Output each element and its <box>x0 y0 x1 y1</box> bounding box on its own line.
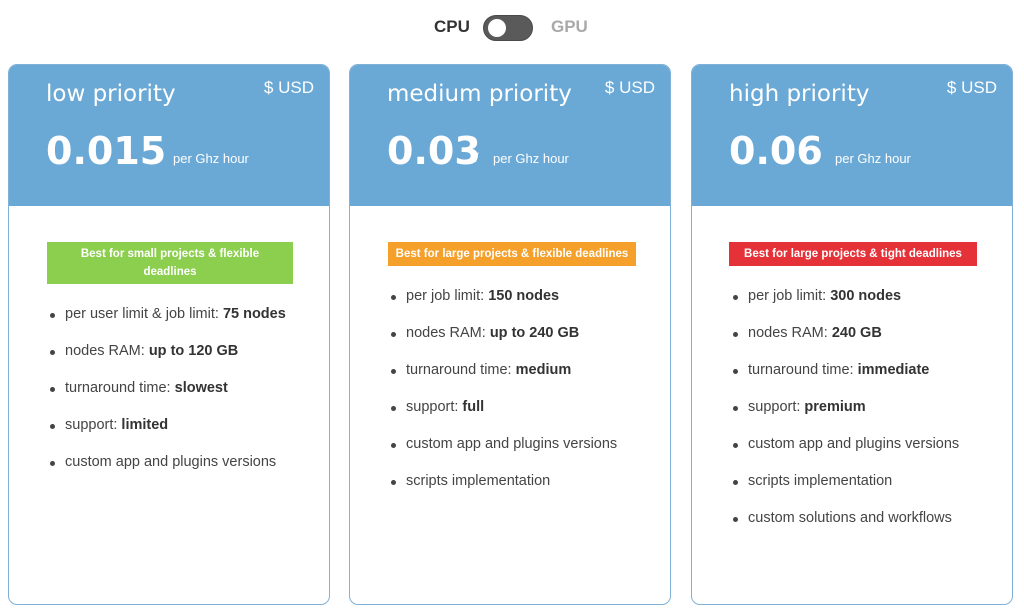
price-unit: per Ghz hour <box>493 151 569 166</box>
feature-item: per job limit: 300 nodes <box>733 287 983 306</box>
card-header: medium priority $ USD 0.03 / per Ghz hou… <box>350 65 670 206</box>
cpu-gpu-switch[interactable] <box>483 15 533 41</box>
price-value: 0.015 <box>46 129 167 173</box>
price-separator: / <box>155 150 159 165</box>
price-unit: per Ghz hour <box>173 151 249 166</box>
pricing-card-low: low priority $ USD 0.015 / per Ghz hour … <box>8 64 330 605</box>
feature-item: nodes RAM: 240 GB <box>733 324 983 343</box>
feature-item: turnaround time: medium <box>391 361 641 380</box>
feature-item: turnaround time: slowest <box>50 379 300 398</box>
cpu-label[interactable]: CPU <box>434 17 470 36</box>
pricing-card-medium: medium priority $ USD 0.03 / per Ghz hou… <box>349 64 671 605</box>
cpu-gpu-toggle-row: CPU GPU <box>0 13 1024 41</box>
price-separator: / <box>817 150 821 165</box>
switch-knob <box>488 19 506 37</box>
gpu-label[interactable]: GPU <box>551 17 588 36</box>
feature-item: support: full <box>391 398 641 417</box>
feature-item: per user limit & job limit: 75 nodes <box>50 305 300 324</box>
feature-item: scripts implementation <box>391 472 641 491</box>
feature-item: nodes RAM: up to 240 GB <box>391 324 641 343</box>
price-value: 0.06 <box>729 129 823 173</box>
price-unit: per Ghz hour <box>835 151 911 166</box>
feature-item: support: limited <box>50 416 300 435</box>
feature-item: scripts implementation <box>733 472 983 491</box>
currency-label: $ USD <box>946 78 997 97</box>
price-value: 0.03 <box>387 129 481 173</box>
feature-item: custom solutions and workflows <box>733 509 983 528</box>
feature-list: per job limit: 300 nodes nodes RAM: 240 … <box>733 287 983 546</box>
tier-title: high priority <box>729 81 870 107</box>
card-header: high priority $ USD 0.06 / per Ghz hour <box>692 65 1012 206</box>
feature-item: nodes RAM: up to 120 GB <box>50 342 300 361</box>
feature-item: turnaround time: immediate <box>733 361 983 380</box>
tier-title: low priority <box>46 81 176 107</box>
feature-item: support: premium <box>733 398 983 417</box>
feature-item: custom app and plugins versions <box>391 435 641 454</box>
best-for-badge: Best for large projects & flexible deadl… <box>388 242 636 266</box>
feature-list: per job limit: 150 nodes nodes RAM: up t… <box>391 287 641 509</box>
feature-item: custom app and plugins versions <box>733 435 983 454</box>
best-for-badge: Best for large projects & tight deadline… <box>729 242 977 266</box>
tier-title: medium priority <box>387 81 572 107</box>
card-header: low priority $ USD 0.015 / per Ghz hour <box>9 65 329 206</box>
feature-item: custom app and plugins versions <box>50 453 300 472</box>
currency-label: $ USD <box>604 78 655 97</box>
price-separator: / <box>475 150 479 165</box>
feature-item: per job limit: 150 nodes <box>391 287 641 306</box>
feature-list: per user limit & job limit: 75 nodes nod… <box>50 305 300 490</box>
pricing-card-high: high priority $ USD 0.06 / per Ghz hour … <box>691 64 1013 605</box>
best-for-badge: Best for small projects & flexible deadl… <box>47 242 293 284</box>
currency-label: $ USD <box>263 78 314 97</box>
